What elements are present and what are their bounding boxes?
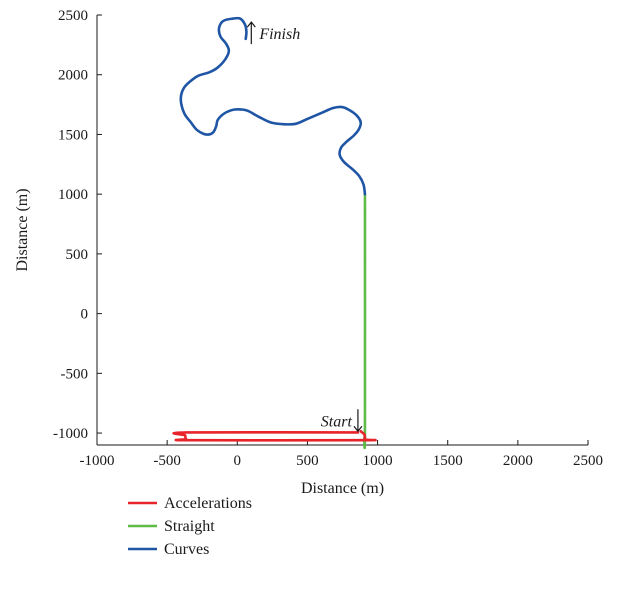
y-tick-label: 2500 (58, 8, 88, 24)
series-line-curves (179, 16, 367, 196)
x-tick-label: 1000 (363, 453, 393, 469)
x-tick-label: 2500 (573, 453, 603, 469)
y-tick-label: 0 (81, 307, 89, 323)
y-tick-label: 1500 (58, 127, 88, 143)
series-line-accelerations (172, 429, 377, 442)
annotation-label-finish: Finish (258, 26, 300, 43)
x-tick-label: -500 (153, 453, 181, 469)
y-tick-label: 500 (66, 247, 89, 263)
legend-item-straight: Straight (128, 518, 215, 535)
y-tick-label: 2000 (58, 68, 88, 84)
ticks: -1000 -500 0 500 1000 1500 2000 2500 -1000 -500 0 5… (53, 8, 603, 469)
y-tick-label: -1000 (53, 426, 88, 442)
legend-label-accelerations: Accelerations (164, 495, 252, 512)
plot-area (172, 16, 377, 449)
x-tick-label: 500 (296, 453, 319, 469)
annotation-start: Start (321, 409, 363, 433)
annotations: Start Finish (246, 21, 363, 433)
axes (96, 15, 588, 446)
x-tick-label: -1000 (80, 453, 115, 469)
y-tick-label: -500 (61, 366, 89, 382)
annotation-finish: Finish (246, 21, 300, 45)
annotation-arrow-up (246, 21, 256, 45)
legend-label-curves: Curves (164, 541, 209, 558)
legend-label-straight: Straight (164, 518, 215, 535)
y-axis-title: Distance (m) (14, 188, 31, 271)
x-tick-label: 1500 (433, 453, 463, 469)
annotation-label-start: Start (321, 413, 353, 430)
x-tick-label: 2000 (503, 453, 533, 469)
series-line-straight (362, 192, 367, 449)
y-tick-label: 1000 (58, 187, 88, 203)
legend-item-curves: Curves (128, 541, 209, 558)
x-tick-label: 0 (234, 453, 242, 469)
legend-item-accelerations: Accelerations (128, 495, 252, 512)
annotation-arrow-down (353, 409, 363, 433)
legend: Accelerations Straight Curves (128, 495, 252, 558)
x-axis-title: Distance (m) (301, 480, 384, 497)
